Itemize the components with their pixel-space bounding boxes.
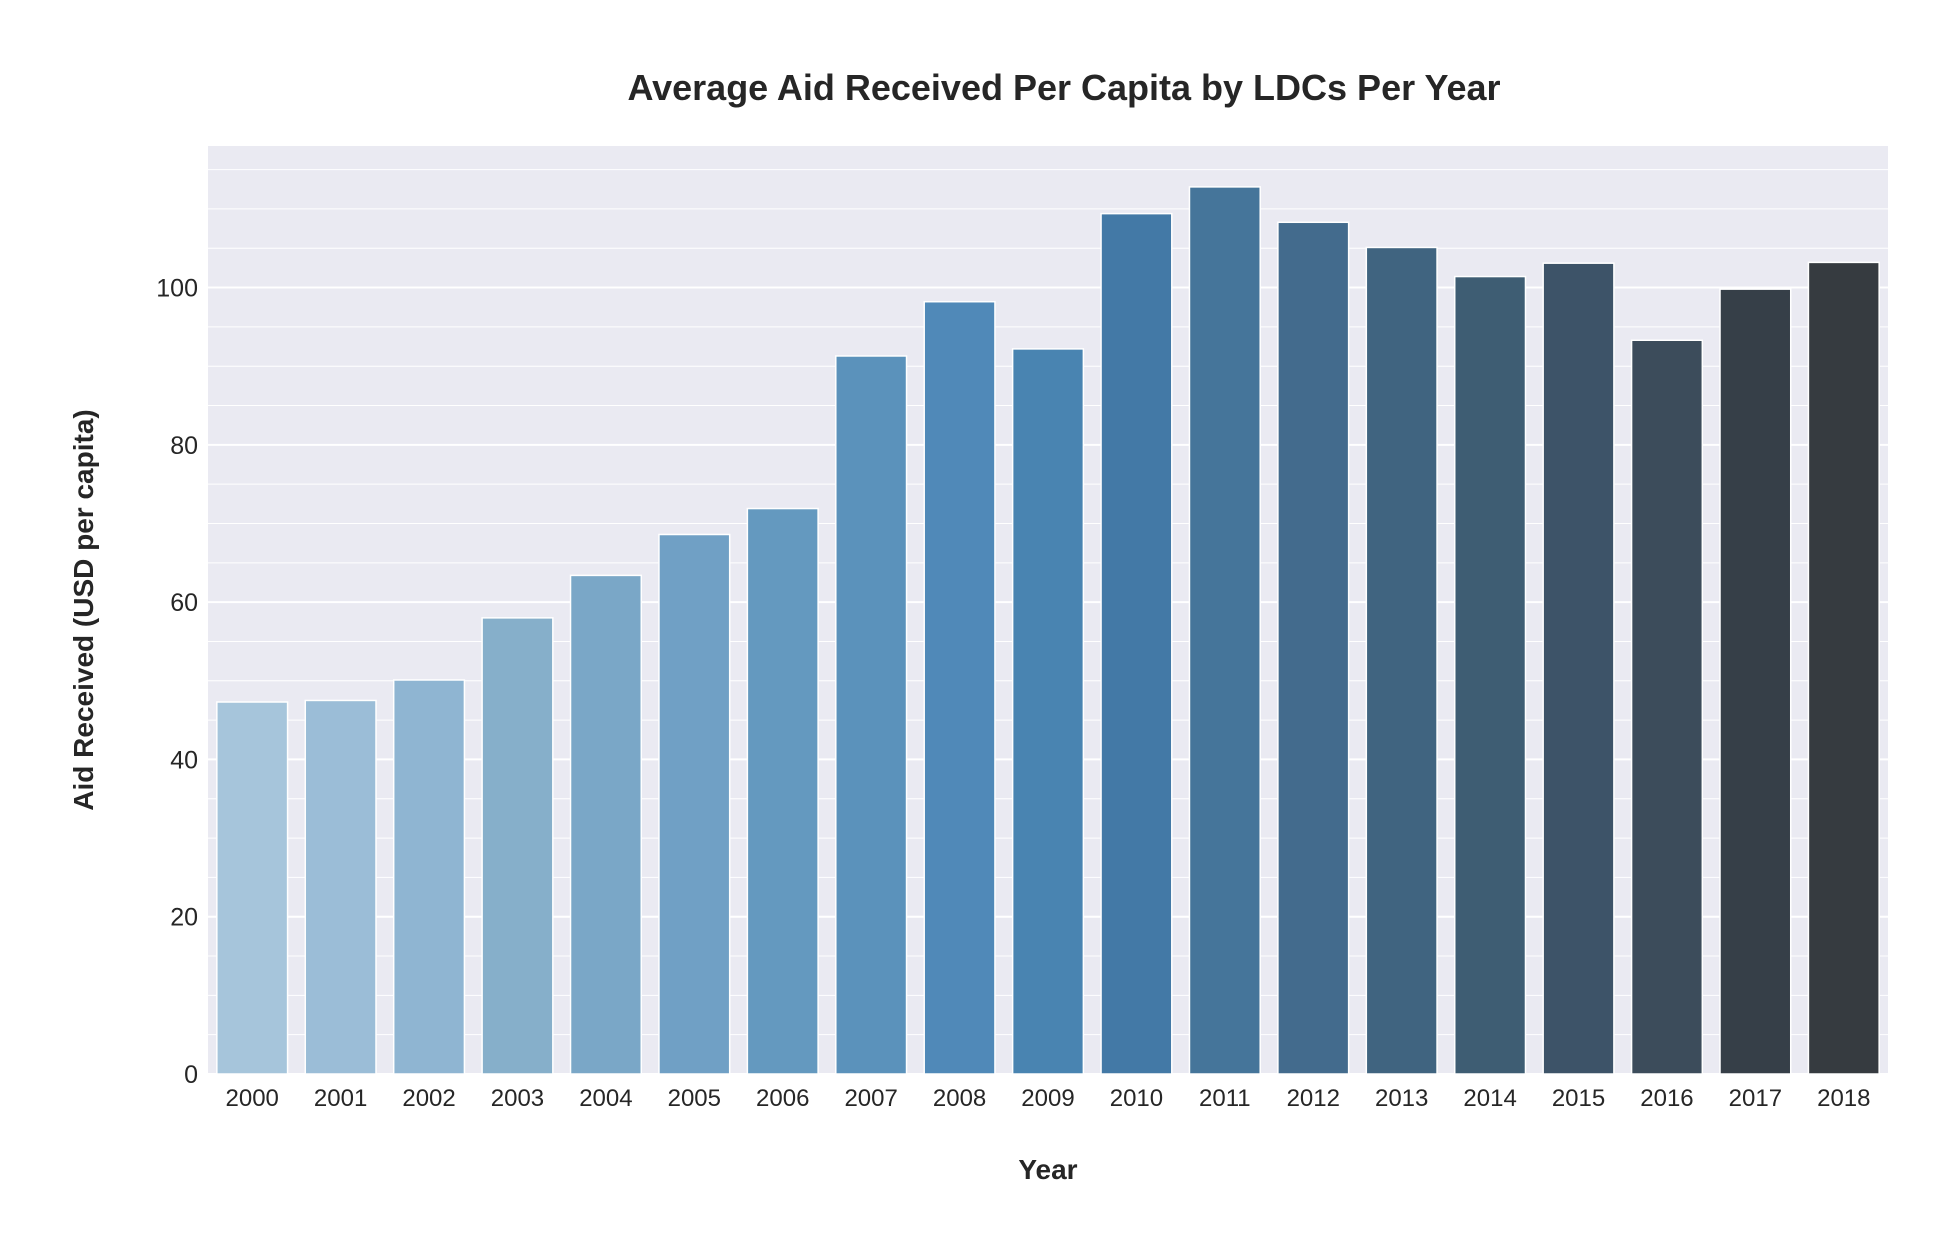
bar-2006 xyxy=(746,507,819,1075)
y-tick-label: 80 xyxy=(170,432,198,460)
bar-2018 xyxy=(1807,261,1880,1075)
x-tick-label-2002: 2002 xyxy=(402,1085,455,1112)
x-tick-label-2008: 2008 xyxy=(933,1085,986,1112)
chart-title: Average Aid Received Per Capita by LDCs … xyxy=(627,67,1500,108)
bar-2001 xyxy=(304,699,377,1075)
x-tick-label-2007: 2007 xyxy=(844,1085,897,1112)
y-tick-label: 100 xyxy=(156,275,198,303)
x-tick-labels: 2000 2001 2002 2003 2004 2005 2006 2007 2008 2009… xyxy=(226,1085,1871,1112)
x-tick-label-2000: 2000 xyxy=(226,1085,279,1112)
bar-2000 xyxy=(216,701,289,1075)
bar-2003 xyxy=(481,617,554,1075)
bar-2016 xyxy=(1630,339,1704,1075)
y-tick-label: 0 xyxy=(184,1061,198,1089)
x-tick-label-2006: 2006 xyxy=(756,1085,809,1112)
bar-2011 xyxy=(1188,186,1261,1075)
x-tick-label-2003: 2003 xyxy=(491,1085,544,1112)
bar-2002 xyxy=(392,679,466,1075)
x-tick-label-2011: 2011 xyxy=(1199,1085,1251,1112)
x-tick-label-2001: 2001 xyxy=(314,1085,367,1112)
x-tick-label-2005: 2005 xyxy=(668,1085,721,1112)
y-axis-label: Aid Received (USD per capita) xyxy=(68,409,99,810)
bar-2009 xyxy=(1011,348,1085,1075)
x-tick-label-2010: 2010 xyxy=(1110,1085,1163,1112)
x-tick-label-2004: 2004 xyxy=(579,1085,632,1112)
bars-group xyxy=(216,186,1880,1075)
bar-2015 xyxy=(1542,262,1615,1075)
x-tick-label-2012: 2012 xyxy=(1287,1085,1340,1112)
bar-2010 xyxy=(1100,212,1173,1075)
y-tick-labels: 0 20 40 60 80 100 xyxy=(156,275,198,1089)
x-tick-label-2017: 2017 xyxy=(1729,1085,1782,1112)
bar-2004 xyxy=(569,574,643,1075)
x-tick-label-2018: 2018 xyxy=(1817,1085,1870,1112)
bar-2014 xyxy=(1453,275,1527,1075)
bar-2005 xyxy=(658,533,731,1075)
bar-2013 xyxy=(1365,246,1438,1075)
y-tick-label: 20 xyxy=(170,904,198,932)
x-tick-label-2013: 2013 xyxy=(1375,1085,1428,1112)
x-axis-label: Year xyxy=(1018,1154,1077,1185)
x-tick-label-2015: 2015 xyxy=(1552,1085,1605,1112)
bar-2012 xyxy=(1277,221,1350,1075)
x-tick-label-2014: 2014 xyxy=(1463,1085,1516,1112)
bar-2007 xyxy=(835,355,908,1075)
bar-2017 xyxy=(1719,288,1792,1075)
x-tick-label-2016: 2016 xyxy=(1640,1085,1693,1112)
bar-2008 xyxy=(923,300,996,1075)
y-tick-label: 60 xyxy=(170,589,198,617)
x-tick-label-2009: 2009 xyxy=(1021,1085,1074,1112)
y-tick-label: 40 xyxy=(170,746,198,774)
